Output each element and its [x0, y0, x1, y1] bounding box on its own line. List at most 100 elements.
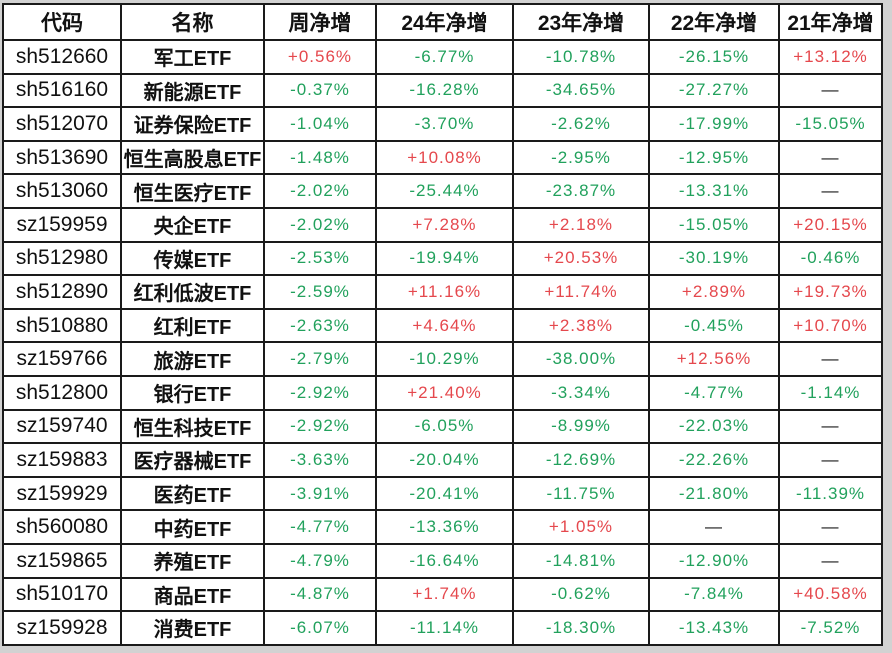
- net-change-value: -2.02%: [263, 206, 377, 243]
- etf-code: sz159766: [2, 341, 122, 377]
- net-change-value: -19.94%: [375, 240, 514, 277]
- net-change-value: -0.46%: [778, 240, 883, 277]
- net-change-value: +10.08%: [375, 139, 514, 176]
- etf-name: 军工ETF: [120, 39, 265, 75]
- net-change-value: -12.69%: [512, 442, 650, 478]
- net-change-value: +40.58%: [778, 576, 883, 613]
- etf-name: 商品ETF: [120, 576, 265, 613]
- net-change-value: —: [778, 72, 883, 109]
- net-change-value: -1.04%: [263, 106, 377, 142]
- column-header: 名称: [120, 3, 265, 41]
- etf-name: 恒生高股息ETF: [120, 139, 265, 176]
- net-change-value: -10.78%: [512, 39, 650, 75]
- etf-name: 传媒ETF: [120, 240, 265, 277]
- etf-code: sh512800: [2, 374, 122, 411]
- net-change-value: -13.43%: [648, 610, 780, 646]
- net-change-value: +7.28%: [375, 206, 514, 243]
- table-row: sh510170 商品ETF -4.87% +1.74% -0.62% -7.84% +40…: [2, 576, 883, 613]
- net-change-value: —: [778, 542, 883, 579]
- net-change-value: -3.34%: [512, 374, 650, 411]
- net-change-value: +0.56%: [263, 39, 377, 75]
- column-header: 代码: [2, 3, 122, 41]
- net-change-value: -30.19%: [648, 240, 780, 277]
- net-change-value: -2.79%: [263, 341, 377, 377]
- etf-name: 恒生科技ETF: [120, 408, 265, 445]
- table-row: sh512890 红利低波ETF -2.59% +11.16% +11.74% +2.89…: [2, 274, 883, 310]
- etf-performance-table: 代码 名称 周净增 24年净增 23年净增 22年净增 21年净增 sh512660 军工ET…: [2, 3, 883, 646]
- net-change-value: -15.05%: [648, 206, 780, 243]
- etf-code: sh512070: [2, 106, 122, 142]
- net-change-value: —: [778, 341, 883, 377]
- net-change-value: -20.04%: [375, 442, 514, 478]
- column-header: 24年净增: [375, 3, 514, 41]
- etf-name: 旅游ETF: [120, 341, 265, 377]
- etf-name: 医疗器械ETF: [120, 442, 265, 478]
- net-change-value: +19.73%: [778, 274, 883, 310]
- net-change-value: —: [778, 509, 883, 545]
- etf-code: sz159959: [2, 206, 122, 243]
- net-change-value: -6.07%: [263, 610, 377, 646]
- net-change-value: -22.26%: [648, 442, 780, 478]
- table-row: sh560080 中药ETF -4.77% -13.36% +1.05% — —: [2, 509, 883, 545]
- net-change-value: +4.64%: [375, 307, 514, 344]
- etf-code: sh513060: [2, 173, 122, 209]
- etf-code: sh512660: [2, 39, 122, 75]
- net-change-value: -2.53%: [263, 240, 377, 277]
- table-row: sh516160 新能源ETF -0.37% -16.28% -34.65% -27.27…: [2, 72, 883, 109]
- net-change-value: +2.38%: [512, 307, 650, 344]
- net-change-value: -20.41%: [375, 475, 514, 512]
- net-change-value: -3.70%: [375, 106, 514, 142]
- net-change-value: -25.44%: [375, 173, 514, 209]
- etf-code: sz159883: [2, 442, 122, 478]
- table-row: sh513060 恒生医疗ETF -2.02% -25.44% -23.87% -13.3…: [2, 173, 883, 209]
- etf-name: 红利低波ETF: [120, 274, 265, 310]
- etf-name: 央企ETF: [120, 206, 265, 243]
- etf-code: sh512980: [2, 240, 122, 277]
- etf-name: 养殖ETF: [120, 542, 265, 579]
- net-change-value: -23.87%: [512, 173, 650, 209]
- net-change-value: -13.36%: [375, 509, 514, 545]
- etf-code: sh516160: [2, 72, 122, 109]
- net-change-value: -1.14%: [778, 374, 883, 411]
- net-change-value: +2.89%: [648, 274, 780, 310]
- table-row: sz159959 央企ETF -2.02% +7.28% +2.18% -15.05% +2…: [2, 206, 883, 243]
- etf-name: 银行ETF: [120, 374, 265, 411]
- net-change-value: -3.63%: [263, 442, 377, 478]
- net-change-value: -16.64%: [375, 542, 514, 579]
- etf-code: sh510170: [2, 576, 122, 613]
- net-change-value: +11.16%: [375, 274, 514, 310]
- net-change-value: -3.91%: [263, 475, 377, 512]
- table-row: sh510880 红利ETF -2.63% +4.64% +2.38% -0.45% +10…: [2, 307, 883, 344]
- net-change-value: -2.63%: [263, 307, 377, 344]
- etf-code: sh510880: [2, 307, 122, 344]
- net-change-value: -6.05%: [375, 408, 514, 445]
- etf-code: sz159929: [2, 475, 122, 512]
- net-change-value: —: [778, 408, 883, 445]
- net-change-value: -21.80%: [648, 475, 780, 512]
- table-row: sh512800 银行ETF -2.92% +21.40% -3.34% -4.77% -1…: [2, 374, 883, 411]
- net-change-value: -15.05%: [778, 106, 883, 142]
- etf-name: 医药ETF: [120, 475, 265, 512]
- net-change-value: -2.95%: [512, 139, 650, 176]
- net-change-value: -6.77%: [375, 39, 514, 75]
- net-change-value: -2.92%: [263, 374, 377, 411]
- table-row: sz159928 消费ETF -6.07% -11.14% -18.30% -13.43%…: [2, 610, 883, 646]
- etf-table-body: sh512660 军工ETF +0.56% -6.77% -10.78% -26.15% +…: [2, 39, 883, 646]
- net-change-value: -0.62%: [512, 576, 650, 613]
- table-row: sz159883 医疗器械ETF -3.63% -20.04% -12.69% -22.2…: [2, 442, 883, 478]
- net-change-value: -34.65%: [512, 72, 650, 109]
- table-row: sz159766 旅游ETF -2.79% -10.29% -38.00% +12.56%…: [2, 341, 883, 377]
- net-change-value: -22.03%: [648, 408, 780, 445]
- net-change-value: —: [648, 509, 780, 545]
- etf-name: 新能源ETF: [120, 72, 265, 109]
- net-change-value: +20.15%: [778, 206, 883, 243]
- etf-name: 红利ETF: [120, 307, 265, 344]
- net-change-value: +10.70%: [778, 307, 883, 344]
- net-change-value: +1.74%: [375, 576, 514, 613]
- net-change-value: -4.87%: [263, 576, 377, 613]
- net-change-value: +12.56%: [648, 341, 780, 377]
- net-change-value: -2.62%: [512, 106, 650, 142]
- net-change-value: -11.75%: [512, 475, 650, 512]
- net-change-value: -7.52%: [778, 610, 883, 646]
- net-change-value: -4.77%: [263, 509, 377, 545]
